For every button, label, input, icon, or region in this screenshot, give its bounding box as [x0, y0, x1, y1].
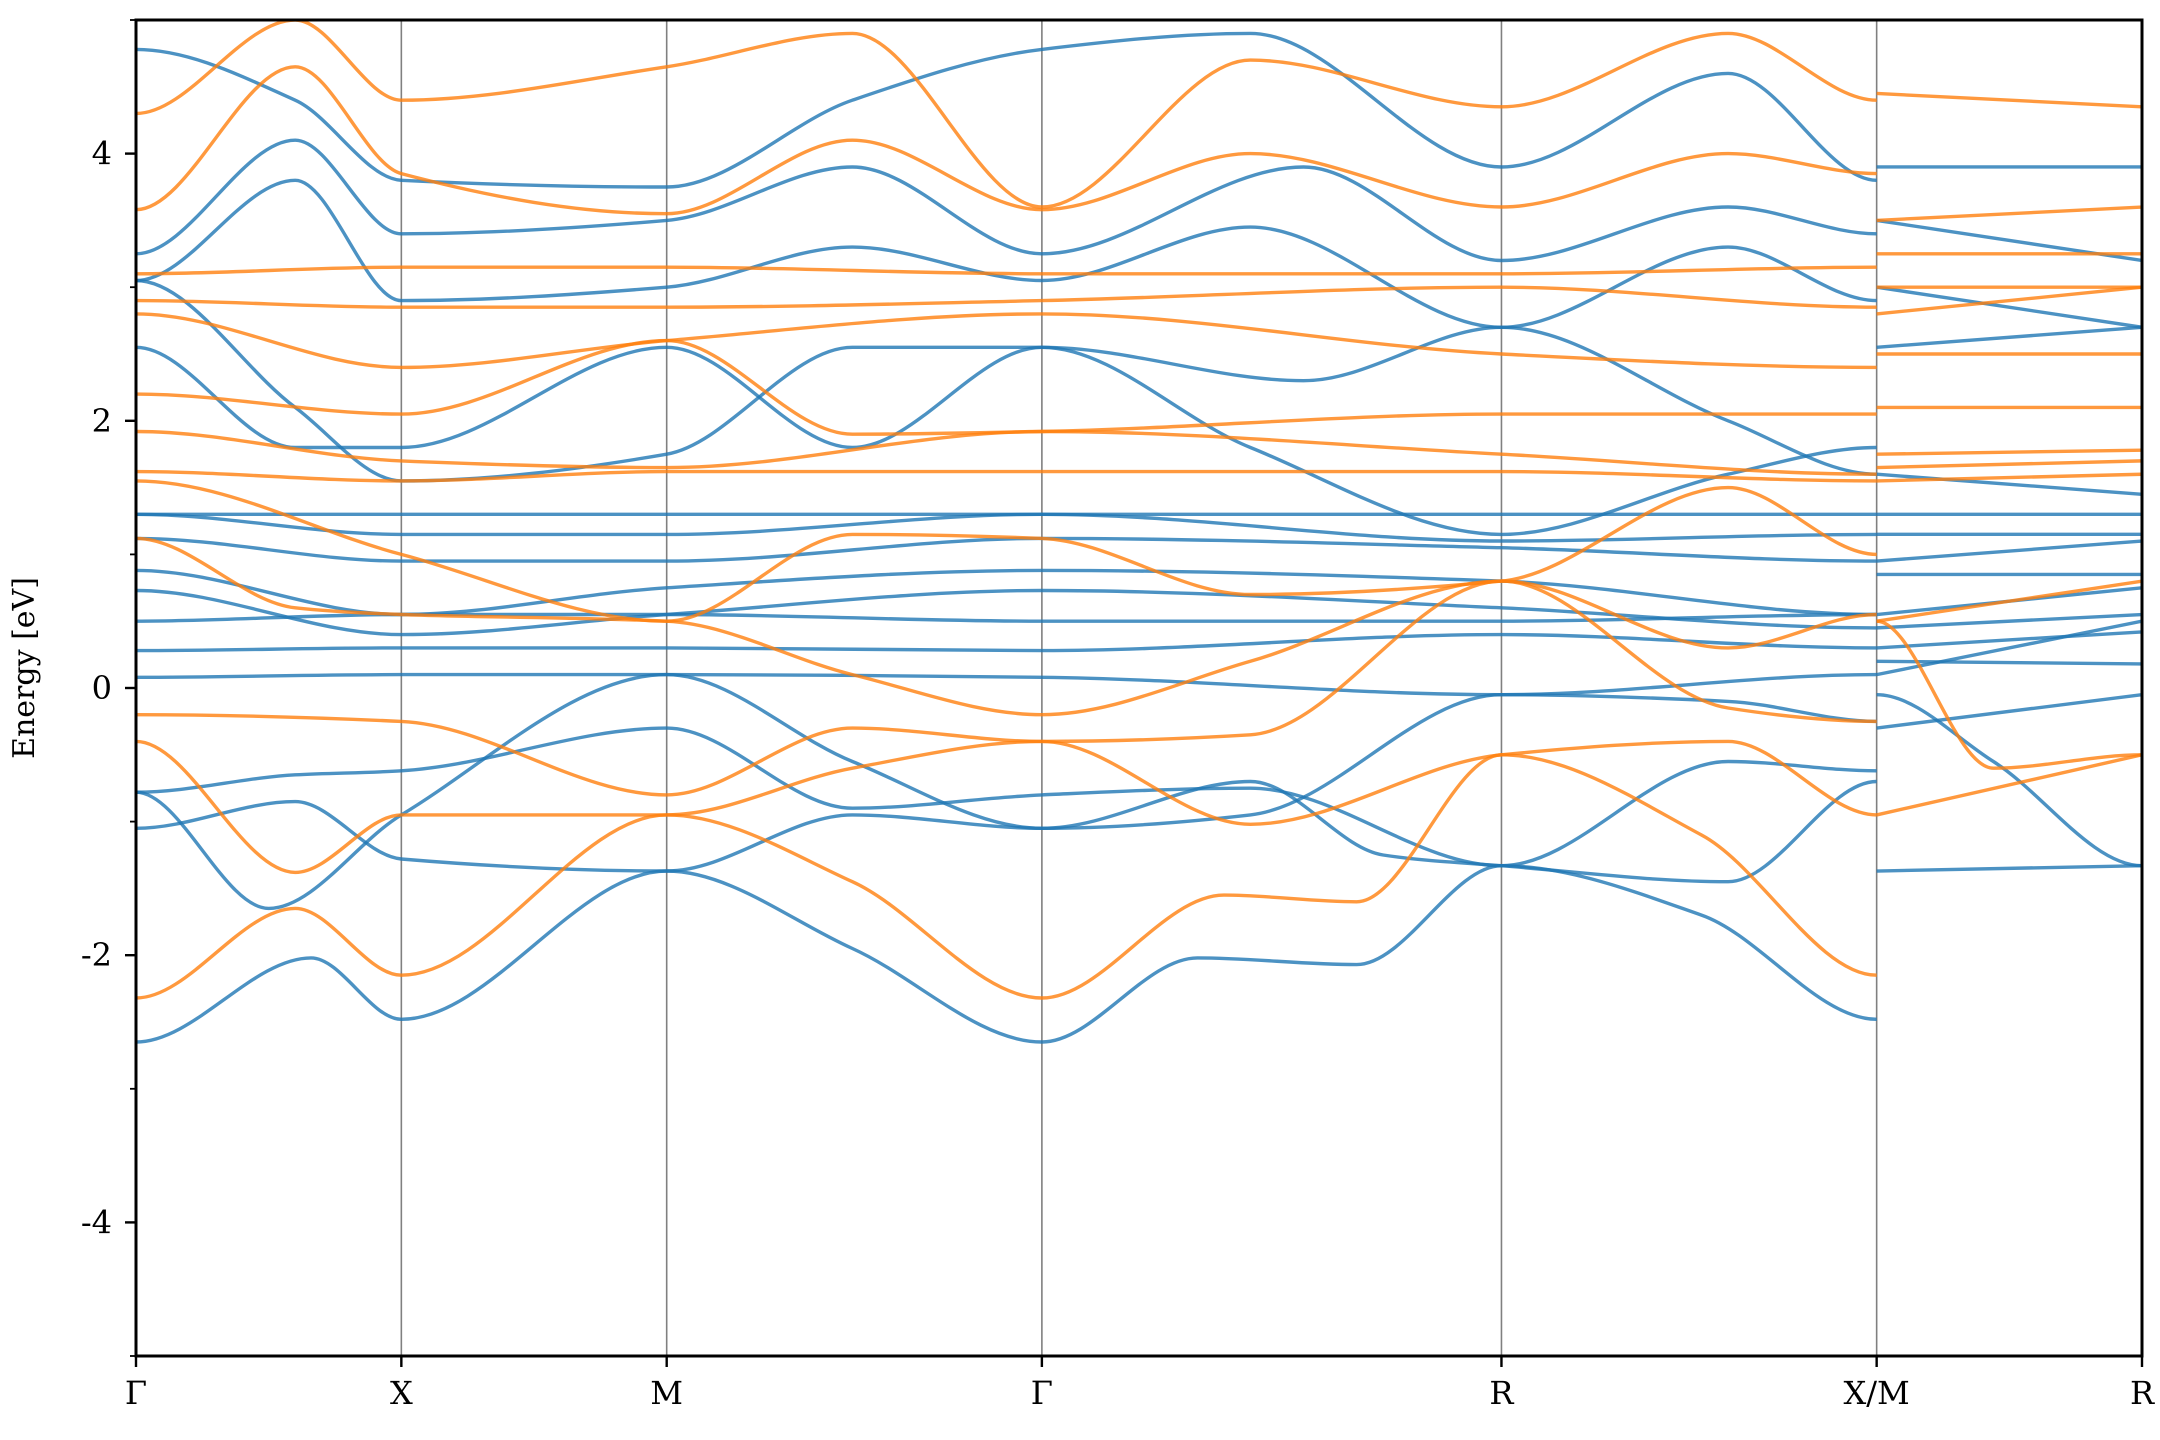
band-line-1-23: [1876, 205, 2142, 223]
band-line-0-13: [1876, 612, 2142, 630]
band-line-1-0: [136, 753, 1877, 1000]
y-tick-label-4: -4: [81, 1203, 112, 1241]
x-tick-label-3: Γ: [1031, 1374, 1053, 1412]
x-tick-label-5: X/M: [1843, 1374, 1909, 1412]
band-line-0-3: [1876, 692, 2142, 730]
band-line-1-9: [1876, 459, 2142, 470]
band-line-1-18: [136, 285, 1877, 309]
x-tick-label-4: R: [1489, 1374, 1514, 1412]
band-line-1-14: [136, 338, 1877, 436]
y-axis-ticks: 4 2 0 -2 -4: [81, 19, 136, 1357]
band-line-1-25: [1876, 91, 2142, 109]
x-axis-ticks: Γ X M Γ R X/M R: [125, 1356, 2155, 1412]
band-line-1-5: [1876, 579, 2142, 623]
band-line-0-20: [136, 512, 1877, 543]
band-line-1-3: [1876, 619, 2142, 770]
x-tick-label-0: Γ: [125, 1374, 147, 1412]
band-line-0-9: [1876, 659, 2142, 666]
band-line-0-28: [136, 178, 1877, 329]
band-line-0-11: [1876, 630, 2142, 650]
band-line-0-18: [136, 536, 1877, 563]
band-line-0-24: [136, 345, 1877, 537]
band-line-0-27: [1876, 325, 2142, 350]
band-line-1-20: [136, 265, 1877, 276]
band-line-0-8: [136, 672, 1877, 697]
band-line-1-6: [136, 536, 1877, 717]
band-line-1-12: [136, 429, 1877, 476]
band-line-0-14: [136, 588, 1877, 637]
band-line-0-5: [1876, 693, 2142, 868]
band-line-1-1: [1876, 753, 2142, 817]
band-line-1-10: [136, 469, 1877, 483]
x-tick-label-6: R: [2130, 1374, 2155, 1412]
band-line-1-16: [136, 312, 1877, 370]
band-line-0-26: [136, 278, 1877, 483]
y-tick-label-1: 2: [92, 402, 112, 440]
y-tick-label-2: 0: [92, 669, 112, 707]
band-line-1-8: [136, 479, 1877, 623]
band-line-1-17: [1876, 285, 2142, 316]
y-tick-label-0: 4: [92, 135, 112, 173]
x-tick-label-1: X: [390, 1374, 413, 1412]
band-line-0-25: [1876, 472, 2142, 496]
y-axis-label: Energy [eV]: [7, 577, 42, 759]
band-line-0-30: [136, 138, 1877, 263]
band-line-0-32: [136, 31, 1877, 189]
band-line-1-4: [136, 579, 1877, 797]
band-line-1-24: [136, 20, 1877, 209]
band-line-0-29: [1876, 285, 2142, 329]
band-line-0-4: [136, 726, 1877, 868]
band-line-1-2: [136, 739, 1877, 875]
y-tick-label-3: -2: [81, 936, 112, 974]
high-symmetry-lines: [400, 20, 1878, 1356]
band-line-0-1: [1876, 863, 2142, 873]
x-tick-label-2: M: [650, 1374, 683, 1412]
band-line-0-10: [136, 632, 1877, 653]
band-line-1-11: [1876, 448, 2142, 456]
band-curves: [136, 20, 2142, 1044]
band-line-1-22: [136, 65, 1877, 216]
band-line-0-6: [136, 672, 1877, 911]
band-line-0-19: [1876, 539, 2142, 563]
band-line-1-7: [1876, 472, 2142, 483]
